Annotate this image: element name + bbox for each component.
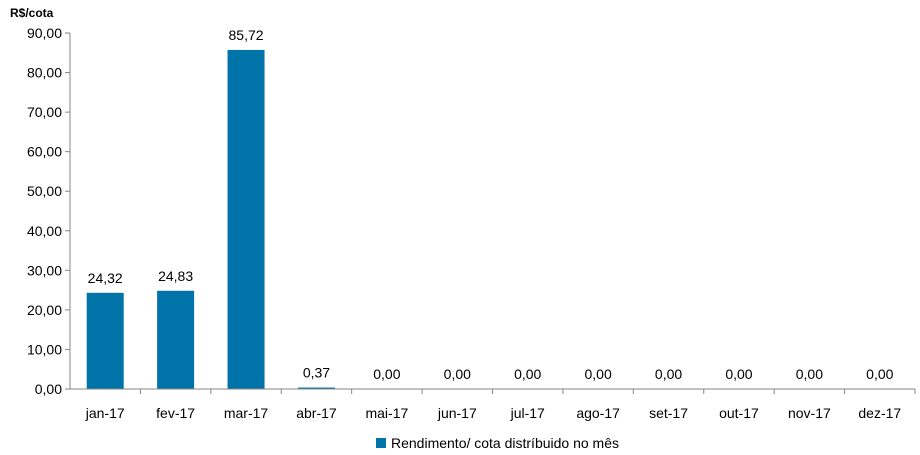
x-tick-label: jun-17: [437, 405, 477, 421]
y-tick-label: 90,00: [27, 25, 62, 41]
data-label: 0,00: [796, 366, 823, 382]
bar: [227, 49, 265, 389]
x-tick-label: dez-17: [858, 405, 901, 421]
data-label: 0,00: [725, 366, 752, 382]
data-labels: 24,32 24,83 85,72 0,37 0,00 0,00 0,00 0,00 0,00 0…: [88, 27, 894, 382]
y-tick-label: 20,00: [27, 302, 62, 318]
x-tick-label: jan-17: [85, 405, 125, 421]
data-label: 24,83: [158, 268, 193, 284]
data-label: 0,37: [303, 365, 330, 381]
y-tick-label: 30,00: [27, 262, 62, 278]
x-tick-label: set-17: [649, 405, 688, 421]
data-label: 24,32: [88, 270, 123, 286]
y-tick-label: 80,00: [27, 65, 62, 81]
y-tick-label: 10,00: [27, 341, 62, 357]
data-label: 0,00: [444, 366, 471, 382]
x-tick-label: ago-17: [576, 405, 620, 421]
data-label: 0,00: [655, 366, 682, 382]
data-label: 0,00: [514, 366, 541, 382]
x-tick-label: out-17: [719, 405, 759, 421]
y-tick-label: 40,00: [27, 223, 62, 239]
legend-label: Rendimento/ cota distríbuido no mês: [391, 435, 619, 451]
data-label: 0,00: [585, 366, 612, 382]
legend: Rendimento/ cota distríbuido no mês: [375, 435, 619, 451]
bar: [297, 387, 335, 389]
y-axis-ticks: 0,00 10,00 20,00 30,00 40,00 50,00 60,00 70,00 8…: [27, 25, 70, 397]
x-tick-label: abr-17: [296, 405, 337, 421]
y-tick-label: 50,00: [27, 183, 62, 199]
y-tick-label: 0,00: [35, 381, 62, 397]
x-tick-label: mai-17: [365, 405, 408, 421]
x-tick-label: nov-17: [788, 405, 831, 421]
bar: [86, 292, 124, 389]
y-axis-unit-label: R$/cota: [10, 6, 54, 20]
x-tick-label: jul-17: [510, 405, 545, 421]
bar-series: [86, 49, 335, 389]
legend-swatch: [375, 438, 386, 448]
x-tick-label: mar-17: [224, 405, 269, 421]
bar: [157, 290, 195, 389]
x-tick-label: fev-17: [156, 405, 195, 421]
x-axis-ticks: jan-17 fev-17 mar-17 abr-17 mai-17 jun-17 jul-…: [85, 389, 916, 421]
data-label: 0,00: [866, 366, 893, 382]
y-tick-label: 70,00: [27, 104, 62, 120]
y-tick-label: 60,00: [27, 144, 62, 160]
data-label: 85,72: [229, 27, 264, 43]
data-label: 0,00: [373, 366, 400, 382]
